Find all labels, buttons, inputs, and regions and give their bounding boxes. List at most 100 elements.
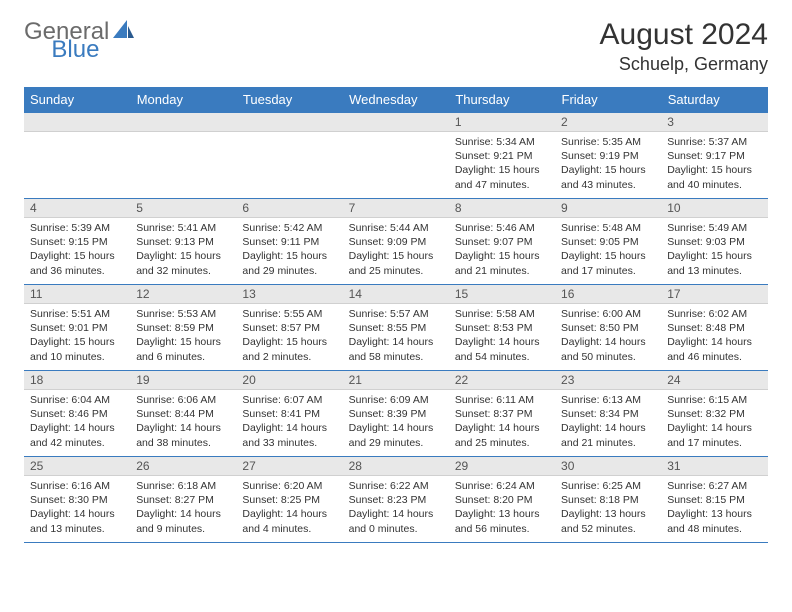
- calendar-day-cell: 8Sunrise: 5:46 AMSunset: 9:07 PMDaylight…: [449, 199, 555, 285]
- day-detail: Sunrise: 6:13 AMSunset: 8:34 PMDaylight:…: [555, 390, 661, 453]
- calendar-day-cell: 27Sunrise: 6:20 AMSunset: 8:25 PMDayligh…: [236, 457, 342, 543]
- day-detail: Sunrise: 6:15 AMSunset: 8:32 PMDaylight:…: [661, 390, 767, 453]
- logo-sail-icon: [113, 20, 135, 45]
- day-number: 24: [661, 371, 767, 390]
- calendar-day-cell: 21Sunrise: 6:09 AMSunset: 8:39 PMDayligh…: [343, 371, 449, 457]
- day-number: 6: [236, 199, 342, 218]
- calendar-day-cell: [343, 113, 449, 199]
- day-detail: Sunrise: 6:18 AMSunset: 8:27 PMDaylight:…: [130, 476, 236, 539]
- day-detail: Sunrise: 6:11 AMSunset: 8:37 PMDaylight:…: [449, 390, 555, 453]
- day-detail: Sunrise: 5:35 AMSunset: 9:19 PMDaylight:…: [555, 132, 661, 195]
- day-detail: Sunrise: 6:02 AMSunset: 8:48 PMDaylight:…: [661, 304, 767, 367]
- calendar-week-row: 4Sunrise: 5:39 AMSunset: 9:15 PMDaylight…: [24, 199, 768, 285]
- calendar-day-cell: 16Sunrise: 6:00 AMSunset: 8:50 PMDayligh…: [555, 285, 661, 371]
- day-number: 14: [343, 285, 449, 304]
- day-detail: Sunrise: 5:42 AMSunset: 9:11 PMDaylight:…: [236, 218, 342, 281]
- day-detail: Sunrise: 5:48 AMSunset: 9:05 PMDaylight:…: [555, 218, 661, 281]
- calendar-day-cell: 31Sunrise: 6:27 AMSunset: 8:15 PMDayligh…: [661, 457, 767, 543]
- day-number: 3: [661, 113, 767, 132]
- calendar-day-cell: 23Sunrise: 6:13 AMSunset: 8:34 PMDayligh…: [555, 371, 661, 457]
- weekday-header: Thursday: [449, 87, 555, 113]
- day-number: [236, 113, 342, 132]
- weekday-header: Monday: [130, 87, 236, 113]
- calendar-day-cell: 18Sunrise: 6:04 AMSunset: 8:46 PMDayligh…: [24, 371, 130, 457]
- day-detail: Sunrise: 6:25 AMSunset: 8:18 PMDaylight:…: [555, 476, 661, 539]
- day-detail: Sunrise: 5:49 AMSunset: 9:03 PMDaylight:…: [661, 218, 767, 281]
- day-number: 7: [343, 199, 449, 218]
- calendar-day-cell: 24Sunrise: 6:15 AMSunset: 8:32 PMDayligh…: [661, 371, 767, 457]
- day-number: 13: [236, 285, 342, 304]
- day-detail: Sunrise: 5:37 AMSunset: 9:17 PMDaylight:…: [661, 132, 767, 195]
- day-number: 5: [130, 199, 236, 218]
- day-detail: Sunrise: 6:20 AMSunset: 8:25 PMDaylight:…: [236, 476, 342, 539]
- day-number: 17: [661, 285, 767, 304]
- day-detail: Sunrise: 5:57 AMSunset: 8:55 PMDaylight:…: [343, 304, 449, 367]
- day-number: 28: [343, 457, 449, 476]
- day-number: 30: [555, 457, 661, 476]
- day-detail: Sunrise: 6:22 AMSunset: 8:23 PMDaylight:…: [343, 476, 449, 539]
- calendar-day-cell: 11Sunrise: 5:51 AMSunset: 9:01 PMDayligh…: [24, 285, 130, 371]
- day-detail: Sunrise: 5:58 AMSunset: 8:53 PMDaylight:…: [449, 304, 555, 367]
- calendar-day-cell: 2Sunrise: 5:35 AMSunset: 9:19 PMDaylight…: [555, 113, 661, 199]
- day-number: 22: [449, 371, 555, 390]
- calendar-day-cell: 30Sunrise: 6:25 AMSunset: 8:18 PMDayligh…: [555, 457, 661, 543]
- day-detail: Sunrise: 6:16 AMSunset: 8:30 PMDaylight:…: [24, 476, 130, 539]
- weekday-header: Saturday: [661, 87, 767, 113]
- day-number: 15: [449, 285, 555, 304]
- day-number: [130, 113, 236, 132]
- day-number: 4: [24, 199, 130, 218]
- day-detail: Sunrise: 5:55 AMSunset: 8:57 PMDaylight:…: [236, 304, 342, 367]
- day-detail: Sunrise: 5:41 AMSunset: 9:13 PMDaylight:…: [130, 218, 236, 281]
- calendar-week-row: 11Sunrise: 5:51 AMSunset: 9:01 PMDayligh…: [24, 285, 768, 371]
- day-number: [24, 113, 130, 132]
- calendar-day-cell: 5Sunrise: 5:41 AMSunset: 9:13 PMDaylight…: [130, 199, 236, 285]
- day-detail: Sunrise: 5:34 AMSunset: 9:21 PMDaylight:…: [449, 132, 555, 195]
- day-detail: Sunrise: 5:53 AMSunset: 8:59 PMDaylight:…: [130, 304, 236, 367]
- weekday-header: Sunday: [24, 87, 130, 113]
- calendar-day-cell: [130, 113, 236, 199]
- calendar-day-cell: 25Sunrise: 6:16 AMSunset: 8:30 PMDayligh…: [24, 457, 130, 543]
- calendar-week-row: 25Sunrise: 6:16 AMSunset: 8:30 PMDayligh…: [24, 457, 768, 543]
- day-number: 27: [236, 457, 342, 476]
- calendar-day-cell: 7Sunrise: 5:44 AMSunset: 9:09 PMDaylight…: [343, 199, 449, 285]
- calendar-day-cell: 29Sunrise: 6:24 AMSunset: 8:20 PMDayligh…: [449, 457, 555, 543]
- day-detail: Sunrise: 6:24 AMSunset: 8:20 PMDaylight:…: [449, 476, 555, 539]
- calendar-day-cell: 9Sunrise: 5:48 AMSunset: 9:05 PMDaylight…: [555, 199, 661, 285]
- day-number: 11: [24, 285, 130, 304]
- calendar-day-cell: 6Sunrise: 5:42 AMSunset: 9:11 PMDaylight…: [236, 199, 342, 285]
- day-number: 1: [449, 113, 555, 132]
- calendar-day-cell: 3Sunrise: 5:37 AMSunset: 9:17 PMDaylight…: [661, 113, 767, 199]
- day-detail: Sunrise: 6:06 AMSunset: 8:44 PMDaylight:…: [130, 390, 236, 453]
- day-number: 19: [130, 371, 236, 390]
- weekday-header-row: SundayMondayTuesdayWednesdayThursdayFrid…: [24, 87, 768, 113]
- day-number: 2: [555, 113, 661, 132]
- day-number: 12: [130, 285, 236, 304]
- calendar-day-cell: 10Sunrise: 5:49 AMSunset: 9:03 PMDayligh…: [661, 199, 767, 285]
- day-detail: Sunrise: 6:00 AMSunset: 8:50 PMDaylight:…: [555, 304, 661, 367]
- weekday-header: Friday: [555, 87, 661, 113]
- calendar-day-cell: 4Sunrise: 5:39 AMSunset: 9:15 PMDaylight…: [24, 199, 130, 285]
- day-detail: Sunrise: 5:39 AMSunset: 9:15 PMDaylight:…: [24, 218, 130, 281]
- calendar-day-cell: [24, 113, 130, 199]
- day-detail: Sunrise: 6:07 AMSunset: 8:41 PMDaylight:…: [236, 390, 342, 453]
- day-number: 9: [555, 199, 661, 218]
- calendar-day-cell: 15Sunrise: 5:58 AMSunset: 8:53 PMDayligh…: [449, 285, 555, 371]
- day-detail: Sunrise: 6:09 AMSunset: 8:39 PMDaylight:…: [343, 390, 449, 453]
- day-number: 23: [555, 371, 661, 390]
- calendar-week-row: 1Sunrise: 5:34 AMSunset: 9:21 PMDaylight…: [24, 113, 768, 199]
- location-label: Schuelp, Germany: [600, 54, 768, 75]
- calendar-day-cell: [236, 113, 342, 199]
- calendar-week-row: 18Sunrise: 6:04 AMSunset: 8:46 PMDayligh…: [24, 371, 768, 457]
- weekday-header: Tuesday: [236, 87, 342, 113]
- calendar-day-cell: 28Sunrise: 6:22 AMSunset: 8:23 PMDayligh…: [343, 457, 449, 543]
- calendar-day-cell: 12Sunrise: 5:53 AMSunset: 8:59 PMDayligh…: [130, 285, 236, 371]
- day-detail: Sunrise: 5:46 AMSunset: 9:07 PMDaylight:…: [449, 218, 555, 281]
- day-number: 26: [130, 457, 236, 476]
- weekday-header: Wednesday: [343, 87, 449, 113]
- logo: General Blue: [24, 18, 191, 46]
- day-number: 29: [449, 457, 555, 476]
- day-number: [343, 113, 449, 132]
- logo-text-blue: Blue: [51, 36, 99, 64]
- day-detail: Sunrise: 5:44 AMSunset: 9:09 PMDaylight:…: [343, 218, 449, 281]
- calendar-table: SundayMondayTuesdayWednesdayThursdayFrid…: [24, 87, 768, 543]
